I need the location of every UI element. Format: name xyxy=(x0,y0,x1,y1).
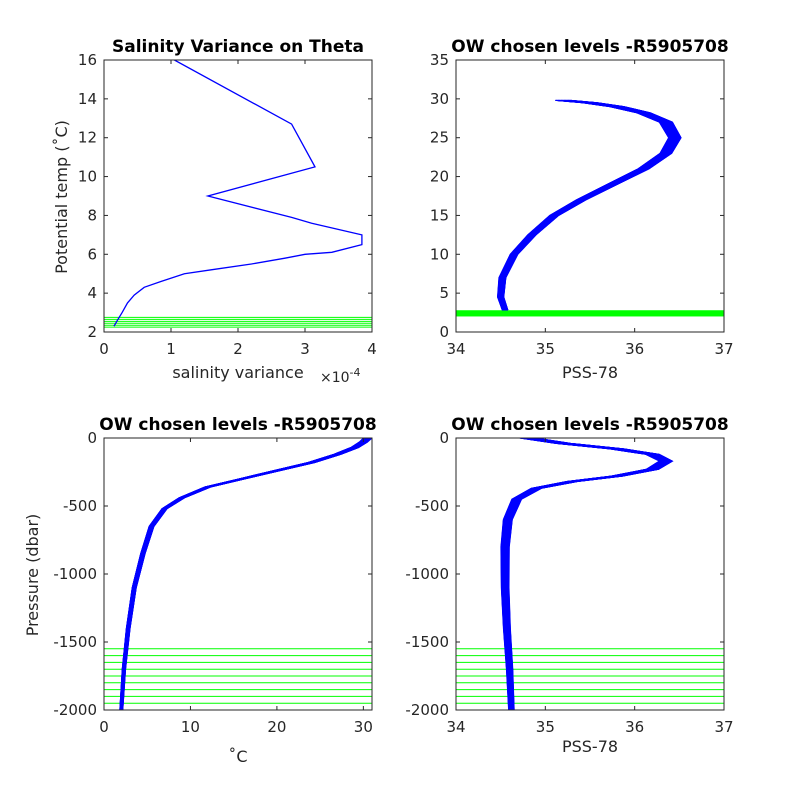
series-line xyxy=(113,60,363,327)
x-tick-label: 4 xyxy=(367,340,377,358)
x-axis-exponent-base: ×10 xyxy=(320,370,350,386)
chart-title: Salinity Variance on Theta xyxy=(112,37,364,57)
y-tick-label: 10 xyxy=(78,168,97,186)
x-tick-label: 36 xyxy=(625,340,644,358)
plot-area: 34 35 36 37 0 5 10 15 20 25 30 35 xyxy=(430,51,734,358)
y-tick-label: -1000 xyxy=(405,565,449,583)
x-tick-label: 3 xyxy=(300,340,310,358)
x-tick-label: 30 xyxy=(354,718,373,736)
chart-title: OW chosen levels -R5905708 xyxy=(99,415,376,435)
x-tick-label: 37 xyxy=(714,340,733,358)
chart-title: OW chosen levels -R5905708 xyxy=(451,37,728,57)
x-axis-exponent: ×10-4 xyxy=(320,366,361,386)
plot-content xyxy=(456,99,724,317)
x-axis-label: salinity variance xyxy=(172,363,303,382)
x-axis-label: PSS-78 xyxy=(562,363,618,382)
y-tick-label: -1500 xyxy=(53,633,97,651)
y-tick-label: -500 xyxy=(415,497,449,515)
x-tick-label: 34 xyxy=(446,340,465,358)
panel-theta-salinity: OW chosen levels -R5905708 PSS-78 34 35 36… xyxy=(430,37,734,382)
y-tick-label: 30 xyxy=(430,90,449,108)
profile-line xyxy=(508,438,674,710)
y-tick-label: 25 xyxy=(430,129,449,147)
panel-pressure-salinity: OW chosen levels -R5905708 PSS-78 34 35 36… xyxy=(405,415,733,756)
y-tick-label: 0 xyxy=(439,323,449,341)
x-tick-label: 2 xyxy=(233,340,243,358)
y-tick-label: 35 xyxy=(430,51,449,69)
profile-line xyxy=(503,99,682,311)
x-tick-label: 35 xyxy=(536,718,555,736)
y-tick-label: 0 xyxy=(87,429,97,447)
x-axis-label: ˚C xyxy=(228,747,247,766)
y-tick-label: 16 xyxy=(78,51,97,69)
x-tick-label: 35 xyxy=(536,340,555,358)
y-tick-label: 4 xyxy=(87,284,97,302)
panel-salinity-variance: Salinity Variance on Theta salinity vari… xyxy=(52,37,377,386)
x-tick-label: 0 xyxy=(99,718,109,736)
y-tick-label: 2 xyxy=(87,323,97,341)
x-tick-label: 10 xyxy=(181,718,200,736)
x-axis-label: PSS-78 xyxy=(562,737,618,756)
plot-content xyxy=(456,438,724,710)
y-tick-label: -1000 xyxy=(53,565,97,583)
plot-area: 0 10 20 30 -2000 -1500 -1000 -500 0 xyxy=(53,429,372,736)
x-tick-label: 34 xyxy=(446,718,465,736)
y-tick-label: 20 xyxy=(430,168,449,186)
panel-pressure-temperature: OW chosen levels -R5905708 ˚C Pressure (… xyxy=(23,415,377,766)
y-tick-label: 0 xyxy=(439,429,449,447)
plot-content xyxy=(104,60,372,328)
x-tick-label: 1 xyxy=(166,340,176,358)
y-tick-label: -2000 xyxy=(405,701,449,719)
x-axis-exponent-power: -4 xyxy=(350,366,361,379)
x-tick-label: 20 xyxy=(267,718,286,736)
axes-box xyxy=(455,59,725,333)
x-tick-label: 37 xyxy=(714,718,733,736)
y-tick-label: -500 xyxy=(63,497,97,515)
y-axis-label: Pressure (dbar) xyxy=(23,514,42,637)
y-tick-label: 14 xyxy=(78,90,97,108)
reference-band xyxy=(456,310,724,317)
y-tick-label: 6 xyxy=(87,245,97,263)
plot-content xyxy=(104,438,372,710)
profile-line xyxy=(122,438,372,710)
y-tick-label: -2000 xyxy=(53,701,97,719)
y-tick-label: -1500 xyxy=(405,633,449,651)
chart-title: OW chosen levels -R5905708 xyxy=(451,415,728,435)
x-tick-label: 36 xyxy=(625,718,644,736)
x-tick-label: 0 xyxy=(99,340,109,358)
y-tick-label: 8 xyxy=(87,206,97,224)
y-axis-label: Potential temp (˚C) xyxy=(52,120,71,274)
y-tick-label: 10 xyxy=(430,245,449,263)
y-tick-label: 12 xyxy=(78,129,97,147)
y-tick-label: 15 xyxy=(430,206,449,224)
y-tick-label: 5 xyxy=(439,284,449,302)
plot-area: 34 35 36 37 -2000 -1500 -1000 -500 0 xyxy=(405,429,733,736)
